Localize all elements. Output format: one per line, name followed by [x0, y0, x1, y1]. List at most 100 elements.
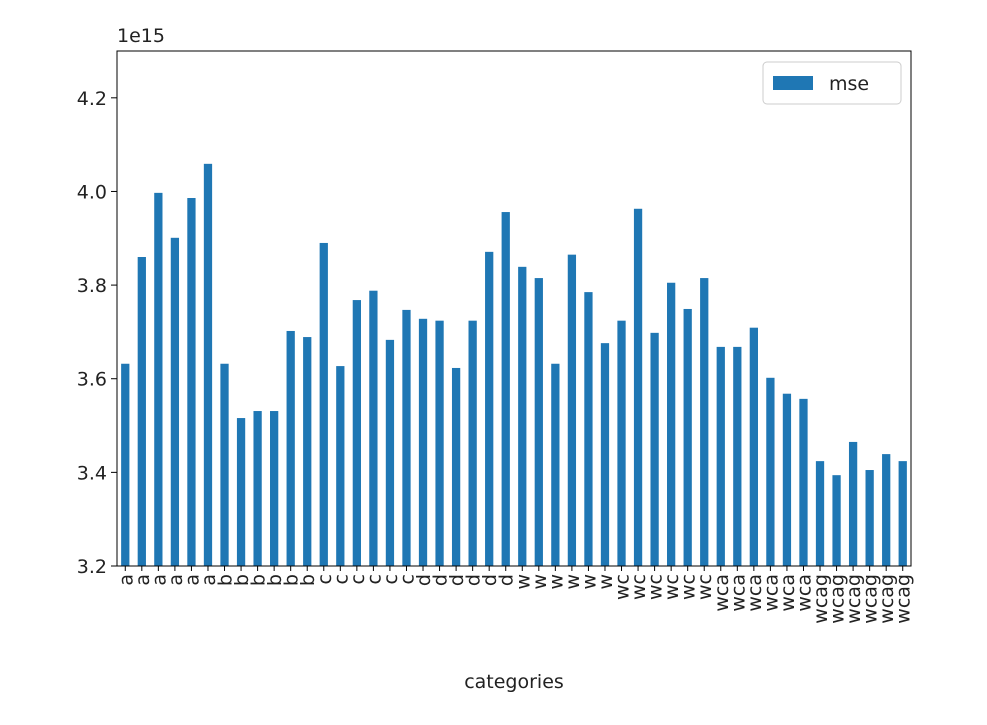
y-tick-label: 3.8 [77, 275, 107, 297]
bar [848, 441, 858, 566]
x-tick-label: d [446, 574, 468, 586]
x-tick-label: b [281, 574, 303, 586]
bar [782, 393, 792, 566]
x-tick-label: wca [793, 574, 815, 612]
x-tick-label: wca [777, 574, 799, 612]
bar [336, 366, 345, 566]
bar [832, 475, 841, 566]
x-tick-label: wca [744, 574, 766, 612]
bar [667, 282, 676, 566]
y-tick-label: 3.2 [77, 556, 107, 578]
bar [418, 318, 428, 566]
x-tick-label: wcag [876, 574, 898, 624]
bar [882, 454, 891, 566]
x-tick-label: wc [612, 574, 634, 600]
x-tick-label: c [396, 574, 418, 584]
bar [121, 363, 130, 566]
x-tick-label: c [380, 574, 402, 584]
bar [898, 461, 907, 566]
x-tick-label: wca [727, 574, 749, 612]
x-tick-label: a [115, 574, 137, 586]
y-tick-label: 4.2 [77, 88, 107, 110]
legend-box [762, 61, 902, 105]
bar [584, 292, 593, 566]
bar [187, 198, 196, 566]
plot-frame [116, 50, 912, 567]
bar [567, 254, 577, 566]
x-tick-label: c [330, 574, 352, 584]
bar [749, 327, 758, 566]
bar [501, 212, 510, 566]
x-tick-label: w [529, 574, 551, 590]
x-tick-label: wcag [843, 574, 865, 624]
x-tick-label: w [512, 574, 534, 590]
x-tick-label: d [413, 574, 435, 586]
x-tick-label: a [132, 574, 154, 586]
x-tick-label: d [479, 574, 501, 586]
x-axis-label: categories [464, 671, 564, 693]
bar [170, 237, 180, 566]
x-tick-label: wca [760, 574, 782, 612]
bar [203, 163, 213, 566]
x-tick-label: w [545, 574, 567, 590]
bar [815, 461, 825, 566]
bar [683, 308, 692, 566]
bar [799, 398, 808, 566]
x-tick-label: wcag [810, 574, 832, 624]
bar [402, 309, 411, 566]
x-tick-label: b [264, 574, 286, 586]
bar [352, 300, 361, 566]
x-tick-label: wc [645, 574, 667, 600]
bar [633, 208, 643, 566]
x-tick-label: b [215, 574, 237, 586]
x-tick-label: a [198, 574, 220, 586]
x-tick-label: wca [711, 574, 733, 612]
bar [385, 339, 395, 566]
bar [236, 418, 246, 566]
y-tick-label: 4.0 [77, 181, 107, 203]
x-tick-label: w [578, 574, 600, 590]
x-tick-label: wc [694, 574, 716, 600]
bar [733, 346, 742, 566]
bar [716, 346, 725, 566]
x-tick-label: wcag [827, 574, 849, 624]
x-tick-label: b [248, 574, 270, 586]
bar [468, 320, 477, 566]
bar [286, 330, 295, 566]
bar [700, 278, 709, 566]
x-tick-label: b [231, 574, 253, 586]
bar [220, 363, 229, 566]
x-tick-label: w [562, 574, 584, 590]
x-tick-label: w [595, 574, 617, 590]
bar [650, 332, 659, 566]
bar [319, 242, 328, 567]
x-tick-label: wcag [860, 574, 882, 624]
y-tick-label: 3.4 [77, 462, 107, 484]
bar [435, 320, 444, 566]
x-tick-label: a [181, 574, 203, 586]
x-tick-label: d [430, 574, 452, 586]
legend-swatch [773, 76, 813, 90]
bar [534, 278, 543, 566]
x-tick-label: c [347, 574, 369, 584]
x-tick-label: b [297, 574, 319, 586]
bar [485, 251, 494, 566]
x-tick-label: c [363, 574, 385, 584]
bar [154, 192, 163, 567]
y-tick-label: 3.6 [77, 369, 107, 391]
bar [600, 343, 610, 566]
bar [617, 320, 626, 566]
bar [253, 411, 262, 566]
bar [270, 411, 279, 566]
x-tick-label: c [314, 574, 336, 584]
legend-label: mse [829, 73, 869, 95]
x-tick-label: wc [661, 574, 683, 600]
x-tick-label: wc [628, 574, 650, 600]
bar [865, 470, 874, 566]
x-tick-label: a [165, 574, 187, 586]
bar [369, 290, 378, 566]
x-tick-label: d [496, 574, 518, 586]
bar [137, 257, 146, 566]
bar [303, 337, 312, 566]
